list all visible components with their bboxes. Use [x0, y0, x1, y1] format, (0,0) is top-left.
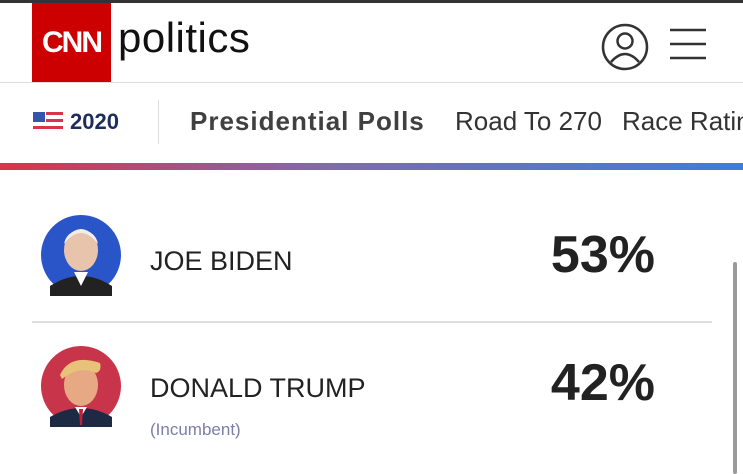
- nav-divider: [158, 100, 159, 144]
- row-divider: [32, 321, 712, 323]
- candidate-note: (Incumbent): [150, 420, 241, 439]
- nav-bar: 2020 Presidential Polls Road To 270 Race…: [0, 96, 743, 148]
- biden-avatar: [41, 215, 121, 296]
- menu-icon[interactable]: [670, 26, 706, 62]
- flag-icon: [33, 112, 63, 129]
- candidate-name: DONALD TRUMP: [150, 373, 366, 403]
- cnn-logo[interactable]: CNN: [32, 3, 111, 82]
- trump-avatar: [41, 346, 121, 427]
- nav-item[interactable]: Race Ratings: [622, 106, 743, 136]
- gradient-bar: [0, 163, 743, 170]
- account-icon[interactable]: [600, 22, 650, 72]
- candidate-name: JOE BIDEN: [150, 246, 293, 276]
- candidate-percent: 42%: [550, 354, 655, 412]
- section-title[interactable]: politics: [118, 14, 251, 61]
- nav-item[interactable]: Road To 270: [455, 106, 602, 136]
- nav-item[interactable]: Presidential Polls: [190, 106, 425, 136]
- scrollbar[interactable]: [733, 262, 737, 474]
- top-border: [0, 0, 743, 3]
- year-tab[interactable]: 2020: [70, 109, 119, 134]
- header-divider: [0, 82, 743, 83]
- candidate-percent: 53%: [550, 226, 655, 284]
